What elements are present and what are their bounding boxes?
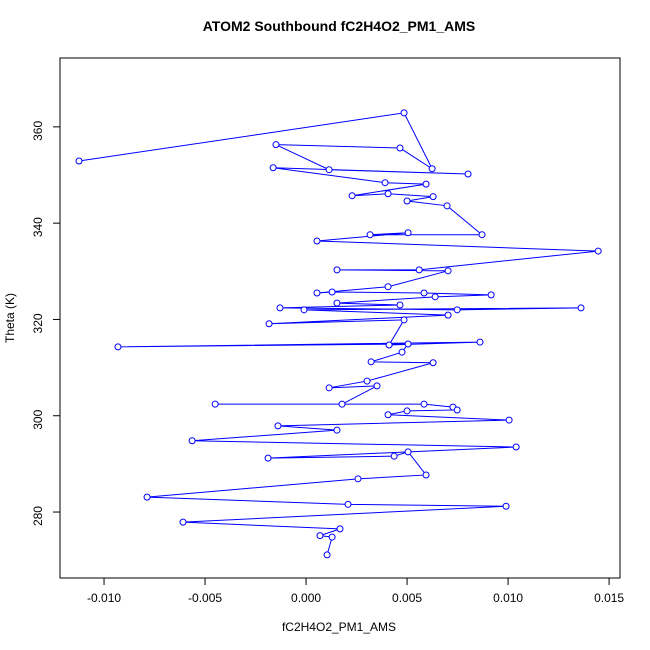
y-tick-label: 360: [31, 121, 45, 141]
data-point: [269, 164, 277, 172]
data-point: [428, 165, 436, 173]
data-point: [487, 291, 495, 299]
data-point: [313, 289, 321, 297]
data-point: [444, 267, 452, 275]
data-point: [420, 289, 428, 297]
data-point: [384, 190, 392, 198]
data-point: [403, 407, 411, 415]
data-point: [478, 231, 486, 239]
data-point: [325, 384, 333, 392]
data-point: [512, 443, 520, 451]
data-point: [384, 283, 392, 291]
y-tick-label: 320: [31, 313, 45, 333]
data-point: [265, 320, 273, 328]
data-line: [78, 112, 599, 556]
data-point: [400, 316, 408, 324]
data-point: [211, 400, 219, 408]
data-point: [396, 301, 404, 309]
data-point: [444, 311, 452, 319]
data-point: [400, 109, 408, 117]
x-tick-label: -0.010: [87, 591, 121, 605]
data-point: [422, 180, 430, 188]
data-point: [396, 144, 404, 152]
data-point: [316, 532, 324, 540]
data-point: [274, 422, 282, 430]
data-point: [333, 266, 341, 274]
data-point: [415, 266, 423, 274]
y-axis-label: Theta (K): [3, 293, 17, 343]
data-point: [114, 343, 122, 351]
data-point: [431, 293, 439, 301]
y-tick-label: 280: [31, 506, 45, 526]
data-point: [328, 288, 336, 296]
data-point: [443, 202, 451, 210]
data-point: [333, 299, 341, 307]
data-point: [264, 454, 272, 462]
data-point: [594, 247, 602, 255]
data-point: [404, 448, 412, 456]
data-point: [333, 426, 341, 434]
data-point: [143, 493, 151, 501]
data-point: [577, 304, 585, 312]
data-point: [420, 400, 428, 408]
data-point: [404, 229, 412, 237]
data-point: [344, 500, 352, 508]
data-point: [363, 377, 371, 385]
data-point: [336, 525, 344, 533]
data-point: [502, 502, 510, 510]
x-tick-label: 0.005: [392, 591, 422, 605]
data-point: [505, 416, 513, 424]
x-axis-label: fC2H4O2_PM1_AMS: [282, 620, 396, 634]
data-point: [348, 192, 356, 200]
data-point: [325, 166, 333, 174]
data-point: [385, 341, 393, 349]
x-tick-label: -0.005: [188, 591, 222, 605]
data-point: [338, 400, 346, 408]
data-point: [323, 551, 331, 559]
data-point: [453, 306, 461, 314]
data-point: [390, 452, 398, 460]
data-point: [373, 382, 381, 390]
data-point: [429, 359, 437, 367]
y-tick-label: 340: [31, 217, 45, 237]
data-point: [381, 179, 389, 187]
x-tick-label: 0.000: [291, 591, 321, 605]
data-point: [75, 157, 83, 165]
data-point: [429, 193, 437, 201]
x-tick-label: 0.010: [493, 591, 523, 605]
y-tick-label: 300: [31, 409, 45, 429]
data-point: [300, 306, 308, 314]
data-point: [272, 141, 280, 149]
data-point: [366, 231, 374, 239]
data-point: [354, 475, 362, 483]
data-point: [398, 348, 406, 356]
data-point: [276, 304, 284, 312]
data-point: [476, 338, 484, 346]
chart-title: ATOM2 Southbound fC2H4O2_PM1_AMS: [203, 18, 476, 34]
data-point: [422, 471, 430, 479]
data-point: [188, 437, 196, 445]
data-point: [313, 237, 321, 245]
data-point: [464, 170, 472, 178]
plot-frame: [59, 57, 621, 579]
data-point: [404, 340, 412, 348]
data-point: [367, 358, 375, 366]
data-point: [179, 518, 187, 526]
data-point: [453, 406, 461, 414]
x-tick-label: 0.015: [594, 591, 624, 605]
data-point: [328, 533, 336, 541]
data-point: [384, 411, 392, 419]
data-point: [403, 197, 411, 205]
